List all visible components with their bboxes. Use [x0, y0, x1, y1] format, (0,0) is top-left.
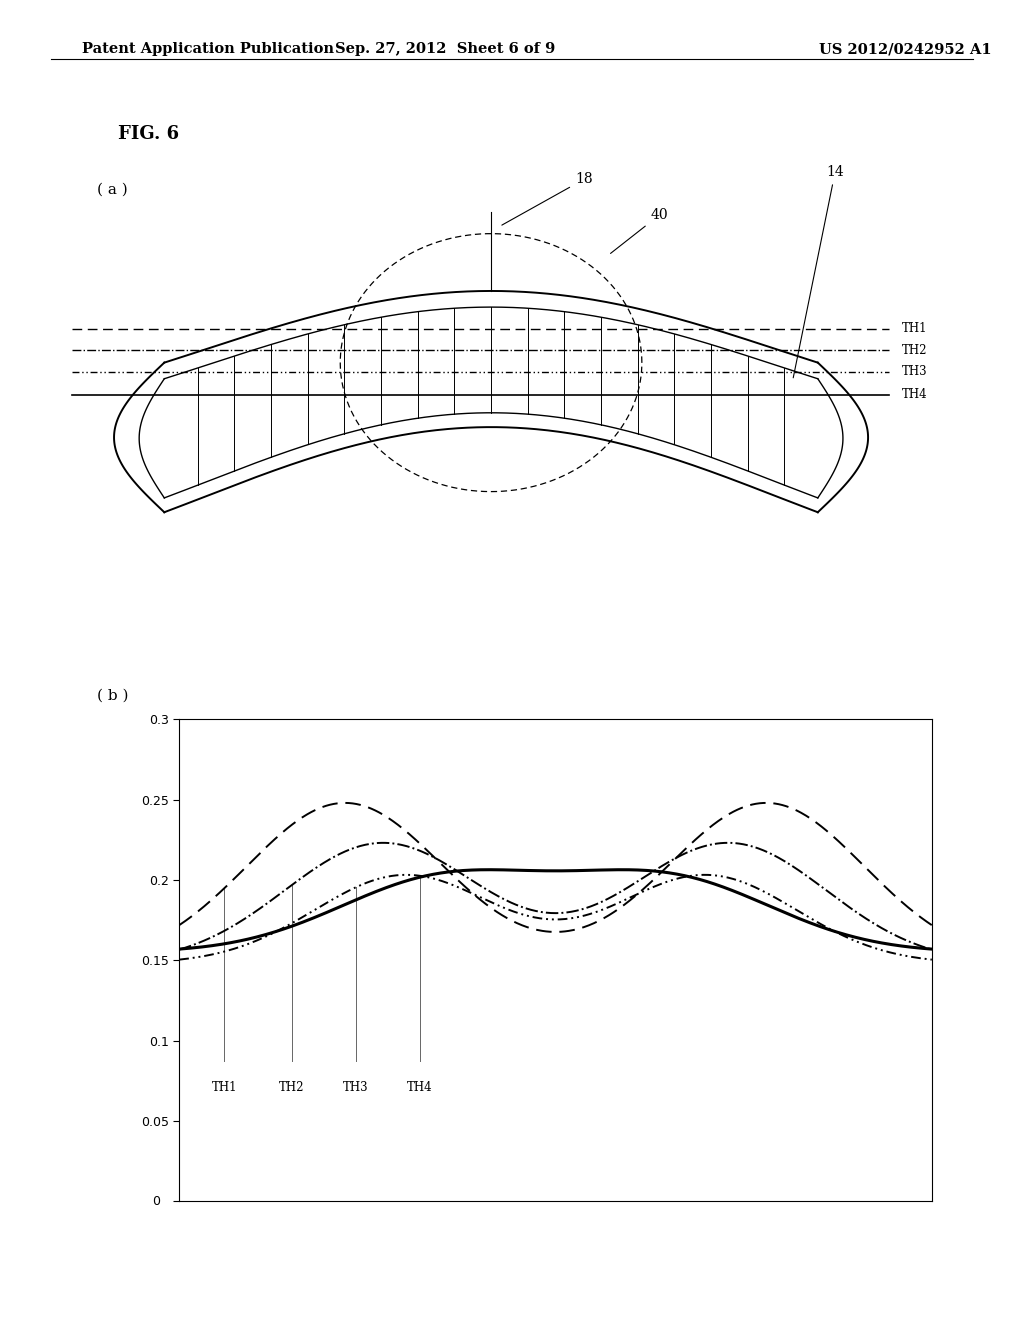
- Text: TH1: TH1: [901, 322, 927, 335]
- Text: TH2: TH2: [901, 343, 927, 356]
- Text: ( a ): ( a ): [97, 182, 128, 197]
- Text: TH2: TH2: [280, 1081, 305, 1094]
- Text: TH4: TH4: [901, 388, 927, 401]
- Text: 14: 14: [794, 165, 844, 378]
- Text: 18: 18: [502, 173, 593, 226]
- Text: Sep. 27, 2012  Sheet 6 of 9: Sep. 27, 2012 Sheet 6 of 9: [335, 42, 556, 57]
- Text: 40: 40: [610, 209, 668, 253]
- Text: TH4: TH4: [408, 1081, 433, 1094]
- Text: Patent Application Publication: Patent Application Publication: [82, 42, 334, 57]
- Text: 0: 0: [153, 1195, 161, 1208]
- Text: TH3: TH3: [343, 1081, 369, 1094]
- Text: TH3: TH3: [901, 366, 927, 378]
- Text: ( b ): ( b ): [97, 689, 129, 704]
- Text: FIG. 6: FIG. 6: [118, 125, 179, 144]
- Text: US 2012/0242952 A1: US 2012/0242952 A1: [819, 42, 992, 57]
- Text: TH1: TH1: [212, 1081, 238, 1094]
